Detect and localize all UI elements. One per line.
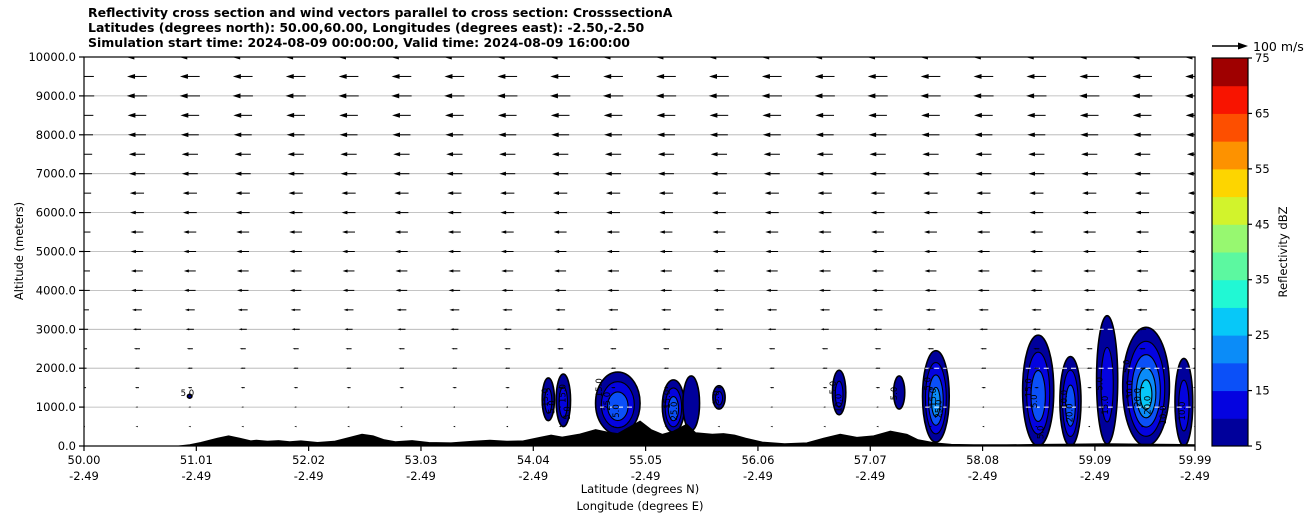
contour-label: 5.0 — [1096, 377, 1106, 391]
x-tick-label-lon: -2.49 — [406, 469, 436, 483]
x-tick-label-lon: -2.49 — [518, 469, 548, 483]
y-tick-label: 6000.0 — [36, 206, 76, 220]
contour-label: 5.0 — [1030, 394, 1040, 408]
contour-label: 10.0 — [1178, 402, 1188, 421]
colorbar-tick-label: 45 — [1255, 217, 1270, 231]
wind-vectors — [84, 57, 1195, 428]
y-tick-label: 0.0 — [58, 439, 76, 453]
colorbar: 5 15 25 35 45 55 65 75 — [1211, 51, 1270, 453]
x-tick-label-lat: 58.08 — [966, 453, 999, 467]
y-tick-label: 9000.0 — [36, 89, 76, 103]
axes: 0.0 1000.0 2000.0 3000.0 4000.0 5000.0 6000.0 7… — [28, 50, 1211, 483]
colorbar-tick-label: 75 — [1255, 51, 1270, 65]
contour-label: 5.0 — [181, 389, 195, 399]
x-tick-label-lon: -2.49 — [69, 469, 99, 483]
y-tick-label: 5000.0 — [36, 245, 76, 259]
colorbar-tick-label: 5 — [1255, 439, 1262, 453]
contour-label: 10.0 — [834, 394, 844, 413]
x-tick-label-lat: 50.00 — [68, 453, 101, 467]
x-tick-label-lat: 57.07 — [854, 453, 887, 467]
x-tick-label-lat: 59.99 — [1179, 453, 1212, 467]
x-tick-label-lat: 51.01 — [180, 453, 213, 467]
contour-label: 5.0 — [890, 387, 900, 401]
y-tick-label: 3000.0 — [36, 322, 76, 336]
colorbar-label: Reflectivity dBZ — [1276, 206, 1290, 298]
contour-label: 15.0 — [559, 384, 569, 403]
y-tick-label: 10000.0 — [28, 50, 76, 64]
x-tick-label-lon: -2.49 — [1080, 469, 1110, 483]
reflectivity-contours — [186, 314, 1194, 446]
colorbar-tick-label: 15 — [1255, 384, 1270, 398]
plot-title-line3: Simulation start time: 2024-08-09 00:00:… — [88, 35, 630, 50]
y-tick-label: 2000.0 — [36, 361, 76, 375]
y-axis-label: Altitude (meters) — [12, 201, 26, 301]
contour-label: 15.0 — [1101, 396, 1111, 415]
colorbar-tick-label: 65 — [1255, 106, 1270, 120]
quiver-key-label: 100 m/s — [1253, 39, 1304, 54]
contour-label: 15.0 — [929, 388, 939, 407]
x-tick-label-lon: -2.49 — [1180, 469, 1210, 483]
plot-title-line2: Latitudes (degrees north): 50.00,60.00, … — [88, 20, 645, 35]
x-axis-label-latitude: Latitude (degrees N) — [580, 482, 700, 496]
x-tick-label-lat: 56.06 — [741, 453, 774, 467]
contour-label: 15.0 — [663, 390, 673, 409]
contour-label: 20.0 — [1144, 396, 1154, 415]
x-tick-label-lon: -2.49 — [743, 469, 773, 483]
x-tick-label-lon: -2.49 — [631, 469, 661, 483]
contour-label: 5.0 — [1122, 359, 1132, 373]
contour-label: 30.0 — [1126, 380, 1136, 399]
colorbar-tick-label: 55 — [1255, 162, 1270, 176]
y-tick-label: 4000.0 — [36, 283, 76, 297]
gridlines — [84, 95, 1195, 408]
quiver-key-arrow — [1212, 42, 1248, 50]
contour-label: 5.0 — [712, 391, 722, 405]
contour-label: 20.0 — [1066, 403, 1076, 422]
x-tick-label-lat: 52.02 — [292, 453, 325, 467]
y-tick-label: 8000.0 — [36, 128, 76, 142]
contour-label: 10.0 — [1060, 390, 1070, 409]
colorbar-tick-label: 25 — [1255, 328, 1270, 342]
x-tick-label-lon: -2.49 — [968, 469, 998, 483]
contour-label: 15.0 — [541, 388, 551, 407]
contour-label: 25.0 — [934, 400, 944, 419]
colorbar-tick-label: 35 — [1255, 273, 1270, 287]
plot-title-line1: Reflectivity cross section and wind vect… — [88, 5, 673, 20]
contour-label: 25.0 — [603, 392, 613, 411]
terrain-profile — [84, 420, 1195, 446]
x-tick-label-lon: -2.49 — [294, 469, 324, 483]
x-tick-label-lat: 53.03 — [405, 453, 438, 467]
contour-label: 15.0 — [1025, 378, 1035, 397]
x-tick-label-lon: -2.49 — [181, 469, 211, 483]
x-tick-label-lat: 59.09 — [1078, 453, 1111, 467]
contour-label: 5.0 — [1037, 426, 1047, 440]
x-tick-label-lon: -2.49 — [855, 469, 885, 483]
contour-label: 20.0 — [1134, 388, 1144, 407]
y-tick-label: 1000.0 — [36, 400, 76, 414]
contour-label: 25.0 — [670, 402, 680, 421]
contour-label: 5.0 — [563, 406, 573, 420]
contour-label: 5.0 — [612, 404, 622, 418]
x-tick-label-lat: 55.05 — [629, 453, 662, 467]
contour-label: 15.0 — [595, 378, 605, 397]
contour-label: 5.0 — [829, 381, 839, 395]
x-axis-label-longitude: Longitude (degrees E) — [576, 499, 704, 513]
contour-label: 5.0 — [547, 400, 557, 414]
contour-labels: 5.0 15.05.015.05.015.025.05.015.025.05.05… — [181, 359, 1188, 439]
x-tick-label-lat: 54.04 — [517, 453, 550, 467]
contour-label: 10.0 — [1159, 405, 1169, 424]
contour-label: 5.0 — [923, 377, 933, 391]
y-tick-label: 7000.0 — [36, 167, 76, 181]
